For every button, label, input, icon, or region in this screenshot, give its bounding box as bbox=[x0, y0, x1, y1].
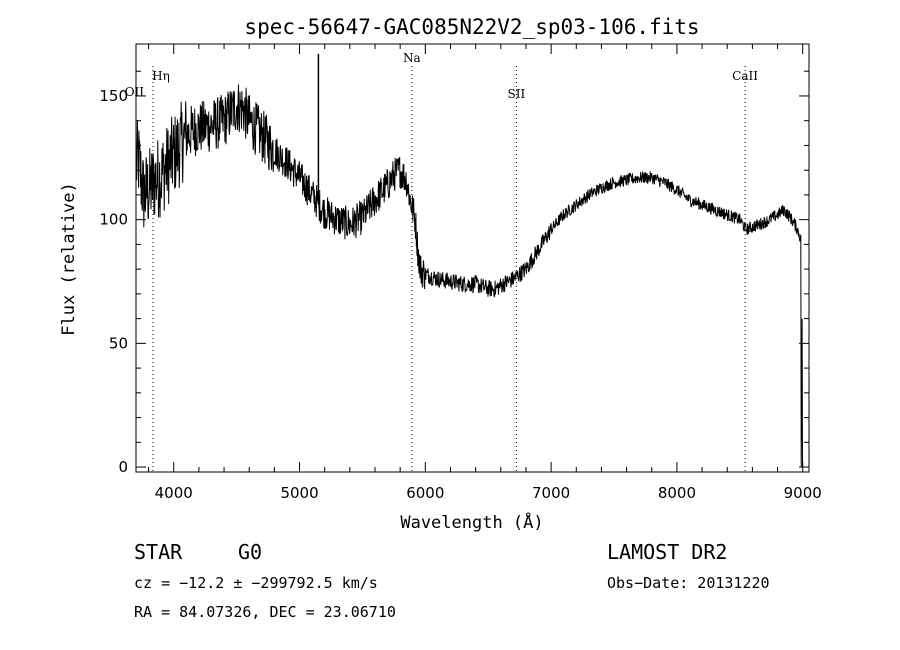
y-tick-label: 50 bbox=[109, 334, 128, 352]
line-label: SII bbox=[508, 87, 526, 101]
y-tick-label: 150 bbox=[99, 87, 128, 105]
survey-name: LAMOST DR2 bbox=[607, 540, 728, 564]
observation-date: Obs−Date: 20131220 bbox=[607, 574, 770, 592]
subclass: G0 bbox=[238, 540, 263, 564]
x-tick-label: 4000 bbox=[155, 484, 193, 502]
y-tick-label: 0 bbox=[118, 458, 128, 476]
emission-line-markers: Hη OII Na SII CaII bbox=[125, 51, 758, 472]
x-tick-label: 7000 bbox=[532, 484, 570, 502]
line-label: Na bbox=[403, 51, 421, 65]
x-tick-label: 9000 bbox=[784, 484, 822, 502]
spectrum-line bbox=[135, 84, 803, 468]
x-tick-label: 5000 bbox=[280, 484, 318, 502]
line-label: Hη bbox=[152, 69, 170, 83]
plot-frame bbox=[135, 43, 810, 473]
line-label: CaII bbox=[732, 69, 758, 83]
redshift-info: cz = −12.2 ± −299792.5 km/s bbox=[134, 574, 378, 592]
chart-title: spec-56647-GAC085N22V2_sp03-106.fits bbox=[244, 15, 699, 39]
axis-ticks: 4000 5000 6000 7000 8000 9000 0 50 100 150 bbox=[99, 44, 822, 502]
x-axis-label: Wavelength (Å) bbox=[400, 511, 543, 533]
coordinates: RA = 84.07326, DEC = 23.06710 bbox=[134, 603, 396, 621]
line-label: OII bbox=[125, 85, 145, 99]
x-tick-label: 6000 bbox=[406, 484, 444, 502]
y-axis-label: Flux (relative) bbox=[59, 182, 79, 336]
x-tick-label: 8000 bbox=[658, 484, 696, 502]
object-class: STAR bbox=[134, 540, 183, 564]
y-tick-label: 100 bbox=[99, 211, 128, 229]
